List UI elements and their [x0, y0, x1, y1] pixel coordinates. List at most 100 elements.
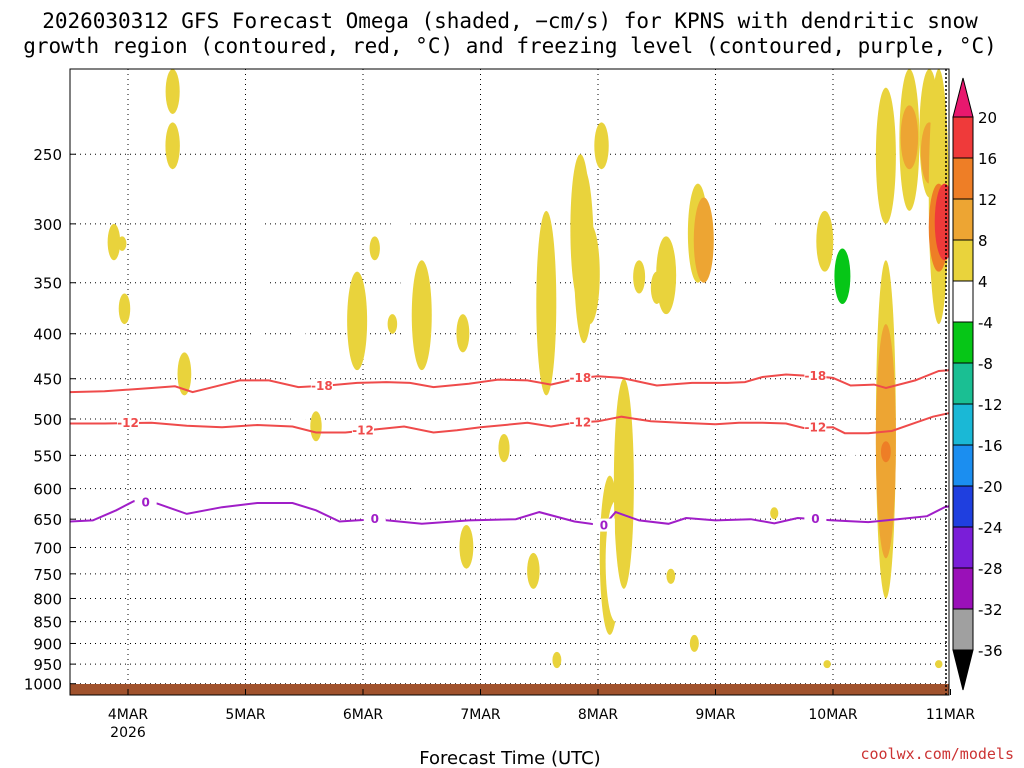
- omega-cell: [758, 210, 779, 315]
- colorbar-label: -16: [978, 437, 1003, 455]
- dgz-upper-contour-label: -18: [311, 379, 333, 393]
- colorbar-swatch: [952, 526, 974, 569]
- x-tick-label: 10MAR: [808, 707, 857, 723]
- credit-text: coolwx.com/models: [860, 745, 1014, 763]
- omega-cell: [935, 660, 943, 669]
- contour-label-bg: [569, 370, 592, 384]
- omega-cell: [459, 525, 474, 569]
- chart-title-line-1: 2026030312 GFS Forecast Omega (shaded, −…: [42, 9, 978, 33]
- contour-label-bg: [804, 369, 827, 383]
- omega-cell: [823, 660, 831, 669]
- contour-label-bg: [569, 415, 592, 429]
- colorbar-label: -36: [978, 642, 1003, 660]
- colorbar: 20 16 12 8 4 -4 -8 -12 -16 -20 -24 -28 -32 -36: [952, 77, 1003, 691]
- y-tick-label: 900: [33, 635, 62, 653]
- contour-label-bg: [804, 512, 827, 526]
- y-tick-label: 650: [33, 511, 62, 529]
- omega-cell: [498, 433, 510, 463]
- colorbar-top-arrow: [952, 77, 974, 118]
- x-tick-label: 5MAR: [225, 707, 266, 723]
- omega-cell: [934, 475, 943, 489]
- colorbar-label: -28: [978, 560, 1003, 578]
- colorbar-label: -4: [978, 314, 993, 332]
- colorbar-label: -12: [978, 396, 1003, 414]
- omega-cell: [689, 634, 699, 652]
- x-tick-label: 11MAR: [926, 707, 975, 723]
- y-tick-label: 950: [33, 656, 62, 674]
- omega-cell: [613, 378, 634, 589]
- omega-cell: [165, 69, 180, 114]
- colorbar-label: 16: [978, 150, 997, 168]
- omega-shading: [107, 69, 949, 669]
- omega-cell: [770, 507, 779, 520]
- dgz-lower-contour-label: -12: [352, 424, 374, 438]
- colorbar-swatch: [952, 198, 974, 241]
- freezing-level-contour-label: 0: [600, 519, 608, 533]
- omega-cell: [310, 411, 322, 442]
- freezing-level-contour-label: 0: [371, 512, 379, 526]
- y-tick-label: 500: [33, 411, 62, 429]
- colorbar-label: 20: [978, 109, 997, 127]
- colorbar-swatch: [952, 485, 974, 528]
- omega-cell: [456, 314, 470, 353]
- omega-cell: [107, 223, 121, 261]
- omega-cell: [633, 260, 646, 294]
- colorbar-swatch: [952, 362, 974, 405]
- x-tick-label: 7MAR: [460, 707, 501, 723]
- y-tick-label: 700: [33, 539, 62, 557]
- dgz-upper-contour-label: -18: [805, 369, 827, 383]
- omega-cell: [511, 248, 532, 344]
- contour-label-bg: [117, 416, 139, 430]
- colorbar-label: -24: [978, 519, 1003, 537]
- colorbar-swatch: [952, 403, 974, 446]
- omega-cell: [579, 223, 600, 325]
- omega-cell: [536, 210, 557, 396]
- x-tick-label: 8MAR: [578, 707, 619, 723]
- x-tick-label: 9MAR: [695, 707, 736, 723]
- omega-cell: [347, 271, 368, 371]
- y-tick-label: 300: [33, 216, 62, 234]
- omega-cell: [411, 260, 432, 371]
- colorbar-label: 12: [978, 191, 997, 209]
- omega-cell: [369, 236, 380, 261]
- omega-cell: [414, 482, 425, 508]
- contour-lines: [70, 369, 949, 527]
- contour-label-bg: [363, 512, 386, 526]
- omega-cell: [308, 462, 324, 508]
- omega-cell: [387, 314, 398, 334]
- colorbar-label: -8: [978, 355, 993, 373]
- colorbar-swatch: [952, 321, 974, 364]
- freezing-level-contour-label: 0: [141, 495, 149, 509]
- omega-cell: [934, 183, 949, 261]
- colorbar-swatch: [952, 280, 974, 323]
- omega-cell: [552, 651, 562, 669]
- x-axis-label: Forecast Time (UTC): [419, 748, 600, 768]
- colorbar-swatch: [952, 157, 974, 200]
- omega-cell: [916, 352, 926, 371]
- colorbar-swatch: [952, 116, 974, 159]
- omega-cell: [846, 482, 860, 526]
- x-tick-label: 6MAR: [343, 707, 384, 723]
- y-tick-label: 750: [33, 566, 62, 584]
- omega-cell: [903, 482, 916, 514]
- y-tick-label: 450: [33, 371, 62, 389]
- y-tick-label: 400: [33, 326, 62, 344]
- omega-cell: [118, 293, 131, 325]
- y-tick-label: 550: [33, 447, 62, 465]
- x-tick-sublabel: 2026: [110, 725, 146, 741]
- omega-cell: [671, 197, 689, 261]
- omega-cell: [875, 87, 896, 224]
- omega-cell: [900, 105, 919, 170]
- contour-label-bg: [352, 423, 374, 437]
- y-axis: 250 300 350 400 450 500 550 600 650 700 750 800 850 9…: [24, 146, 76, 694]
- dgz-upper-contour-label: -18: [570, 371, 592, 385]
- ground-surface-bar: [70, 684, 949, 695]
- omega-cell: [434, 643, 445, 665]
- omega-cell: [527, 552, 540, 589]
- chart-title-line-2: growth region (contoured, red, °C) and f…: [23, 34, 997, 58]
- omega-cell: [666, 568, 676, 584]
- y-tick-label: 1000: [24, 676, 62, 694]
- colorbar-label: -20: [978, 478, 1003, 496]
- colorbar-bottom-arrow: [952, 649, 974, 691]
